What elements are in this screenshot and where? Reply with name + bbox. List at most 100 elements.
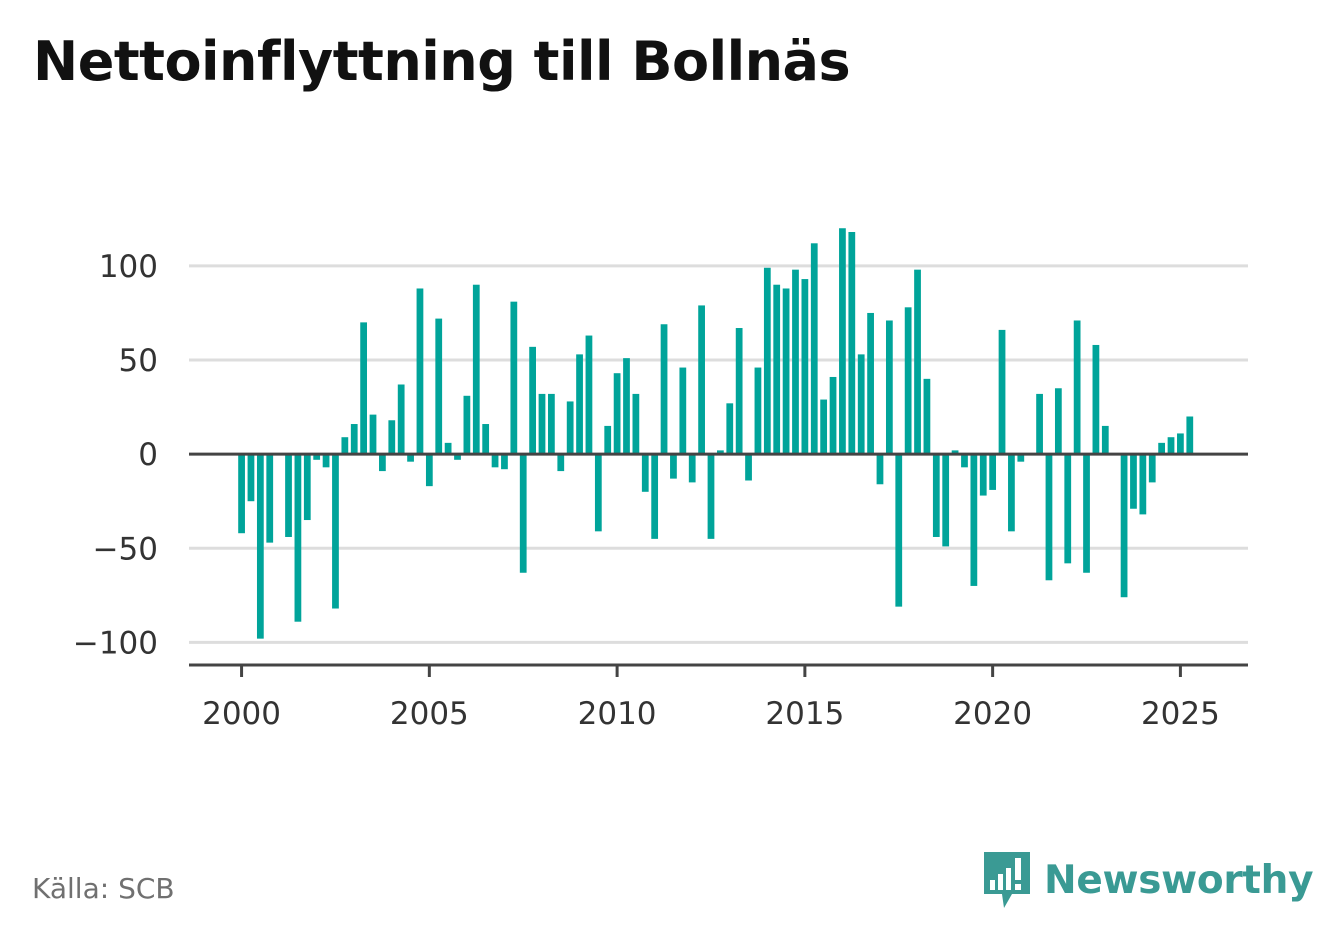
chart-title: Nettoinflyttning till Bollnäs — [33, 30, 851, 93]
y-tick-label: 100 — [99, 249, 158, 285]
x-tick-label: 2005 — [390, 696, 469, 732]
bar — [1073, 320, 1081, 455]
bar — [820, 399, 828, 455]
bar — [538, 393, 546, 455]
bar — [1101, 425, 1109, 455]
bar — [1008, 454, 1015, 532]
bar — [1186, 416, 1194, 455]
bar — [1158, 442, 1166, 455]
bar — [472, 284, 480, 455]
axes — [189, 452, 1248, 677]
bar — [754, 367, 762, 455]
bar — [1177, 433, 1184, 455]
bar — [914, 269, 921, 455]
bar — [679, 367, 687, 455]
bar — [979, 454, 987, 496]
x-tick-label: 2010 — [578, 696, 657, 732]
bar — [313, 454, 321, 460]
bar — [613, 373, 621, 455]
bar — [388, 420, 396, 455]
bar — [961, 454, 968, 468]
x-tick-label: 2025 — [1141, 696, 1220, 732]
bar — [829, 376, 837, 455]
bar — [1064, 454, 1072, 564]
bar — [397, 384, 405, 455]
bar — [1120, 454, 1128, 598]
bar — [726, 403, 734, 455]
bar — [576, 354, 583, 455]
bar — [482, 424, 490, 455]
bar — [285, 454, 292, 537]
bar — [566, 401, 574, 455]
bar — [529, 346, 536, 455]
bar — [660, 324, 668, 455]
bar — [463, 395, 471, 455]
bar — [604, 425, 612, 455]
bar — [557, 454, 565, 472]
bar — [416, 288, 424, 455]
bar — [923, 378, 931, 455]
x-tick-label: 2000 — [202, 696, 281, 732]
bar — [810, 243, 818, 455]
bar — [322, 454, 330, 468]
bar — [763, 267, 771, 455]
bar — [1083, 454, 1090, 573]
bar — [895, 454, 903, 607]
bar — [942, 454, 950, 547]
bar — [303, 454, 311, 521]
bar — [1017, 454, 1025, 462]
newsworthy-logo-icon — [984, 852, 1030, 908]
brand-name: Newsworthy — [1044, 857, 1314, 903]
bar — [876, 454, 884, 485]
bar — [1130, 454, 1137, 509]
bar — [510, 301, 518, 455]
bar — [651, 454, 659, 539]
bar — [379, 454, 386, 472]
bar — [857, 354, 865, 455]
bar — [792, 269, 799, 455]
bar — [435, 318, 443, 455]
bar — [341, 437, 349, 455]
bar — [641, 454, 649, 492]
bar — [801, 279, 809, 455]
bar — [1036, 393, 1043, 455]
bar — [294, 454, 302, 622]
bar — [247, 454, 255, 502]
bar — [839, 228, 846, 455]
bar — [848, 232, 856, 455]
bar — [904, 307, 912, 455]
bar — [407, 454, 414, 462]
bar — [1092, 344, 1100, 455]
x-tick-label: 2015 — [765, 696, 844, 732]
bar — [989, 454, 997, 490]
bar — [782, 288, 790, 455]
bar — [745, 454, 752, 481]
bar — [1045, 454, 1053, 581]
bar — [698, 305, 705, 455]
bar — [491, 454, 499, 468]
bar — [425, 454, 433, 487]
bar — [454, 454, 461, 460]
bar — [266, 454, 274, 543]
bar — [519, 454, 527, 573]
bar — [332, 454, 339, 609]
bar — [585, 335, 593, 455]
bar — [632, 393, 640, 455]
bar — [623, 358, 630, 455]
bar — [932, 454, 940, 537]
bar — [360, 322, 368, 455]
bar — [885, 320, 893, 455]
source-note: Källa: SCB — [32, 872, 175, 905]
bar — [256, 454, 264, 639]
bar — [444, 442, 452, 455]
x-tick-labels: 2000 2005 2010 2015 2020 2025 — [202, 696, 1220, 732]
bar — [998, 329, 1006, 455]
bar — [970, 454, 978, 586]
x-tick-label: 2020 — [953, 696, 1032, 732]
bar — [716, 450, 724, 455]
bar — [594, 454, 602, 532]
bar — [548, 393, 555, 455]
bar — [501, 454, 508, 470]
bars — [238, 228, 1194, 639]
